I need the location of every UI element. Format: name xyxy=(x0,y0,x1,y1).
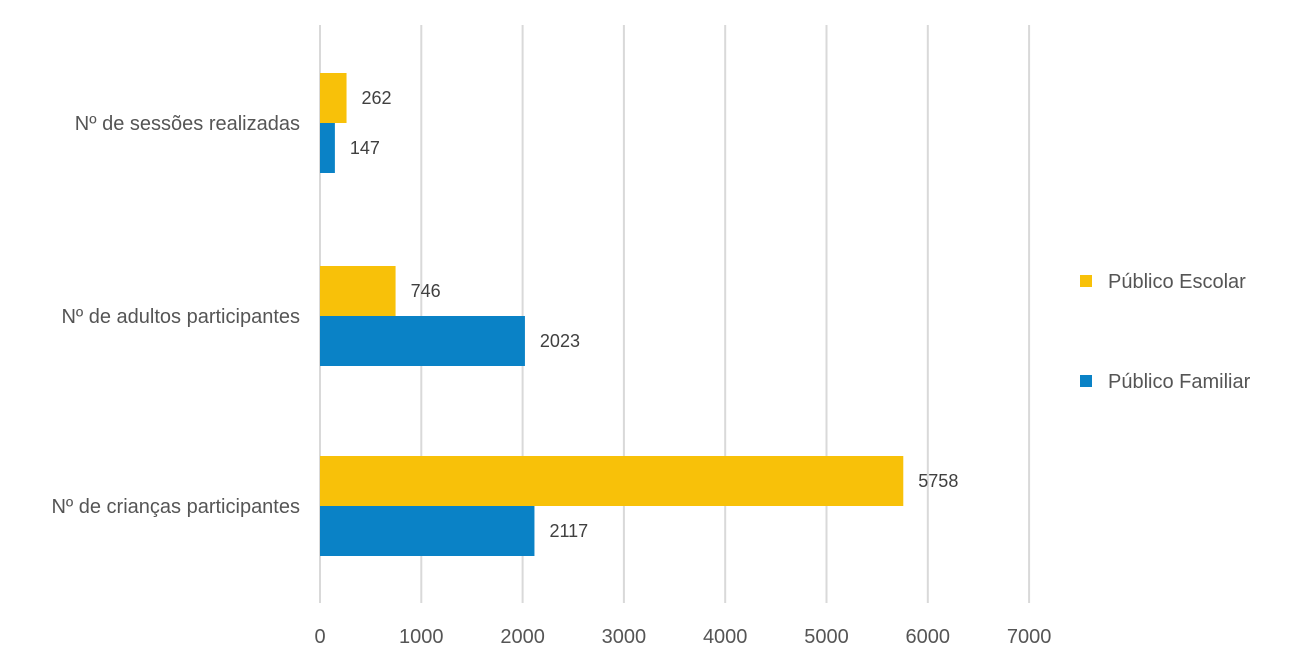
tick-label-2000: 2000 xyxy=(500,626,545,648)
tick-label-1000: 1000 xyxy=(399,626,444,648)
data-label-escolar-1: 746 xyxy=(411,281,441,301)
tick-label-0: 0 xyxy=(314,626,325,648)
tick-label-6000: 6000 xyxy=(906,626,951,648)
bar-familiar-1 xyxy=(320,316,525,366)
legend-swatch-1 xyxy=(1080,375,1092,387)
category-axis-labels: Nº de sessões realizadas Nº de adultos pa… xyxy=(51,113,300,518)
tick-label-5000: 5000 xyxy=(804,626,849,648)
category-label-2: Nº de crianças participantes xyxy=(51,496,300,518)
bar-escolar-2 xyxy=(320,456,904,506)
data-label-familiar-0: 147 xyxy=(350,138,380,158)
data-label-escolar-0: 262 xyxy=(362,88,392,108)
tick-label-4000: 4000 xyxy=(703,626,748,648)
legend-label-0: Público Escolar xyxy=(1108,271,1246,293)
tick-label-3000: 3000 xyxy=(602,626,647,648)
legend-label-1: Público Familiar xyxy=(1108,371,1251,393)
data-labels: 262 147 746 2023 5758 2117 xyxy=(350,88,958,541)
category-label-1: Nº de adultos participantes xyxy=(61,306,300,328)
data-label-familiar-2: 2117 xyxy=(549,521,588,541)
bar-familiar-2 xyxy=(320,506,535,556)
value-axis-tick-labels: 0 1000 2000 3000 4000 5000 6000 7000 xyxy=(314,626,1051,648)
legend: Público Escolar Público Familiar xyxy=(1080,271,1251,393)
bar-escolar-1 xyxy=(320,266,396,316)
data-label-escolar-2: 5758 xyxy=(918,471,958,491)
legend-swatch-0 xyxy=(1080,275,1092,287)
category-label-0: Nº de sessões realizadas xyxy=(75,113,300,135)
data-label-familiar-1: 2023 xyxy=(540,331,580,351)
bar-escolar-0 xyxy=(320,73,347,123)
gridlines xyxy=(319,25,1031,603)
bar-familiar-0 xyxy=(320,123,335,173)
bars xyxy=(320,73,904,556)
tick-label-7000: 7000 xyxy=(1007,626,1052,648)
